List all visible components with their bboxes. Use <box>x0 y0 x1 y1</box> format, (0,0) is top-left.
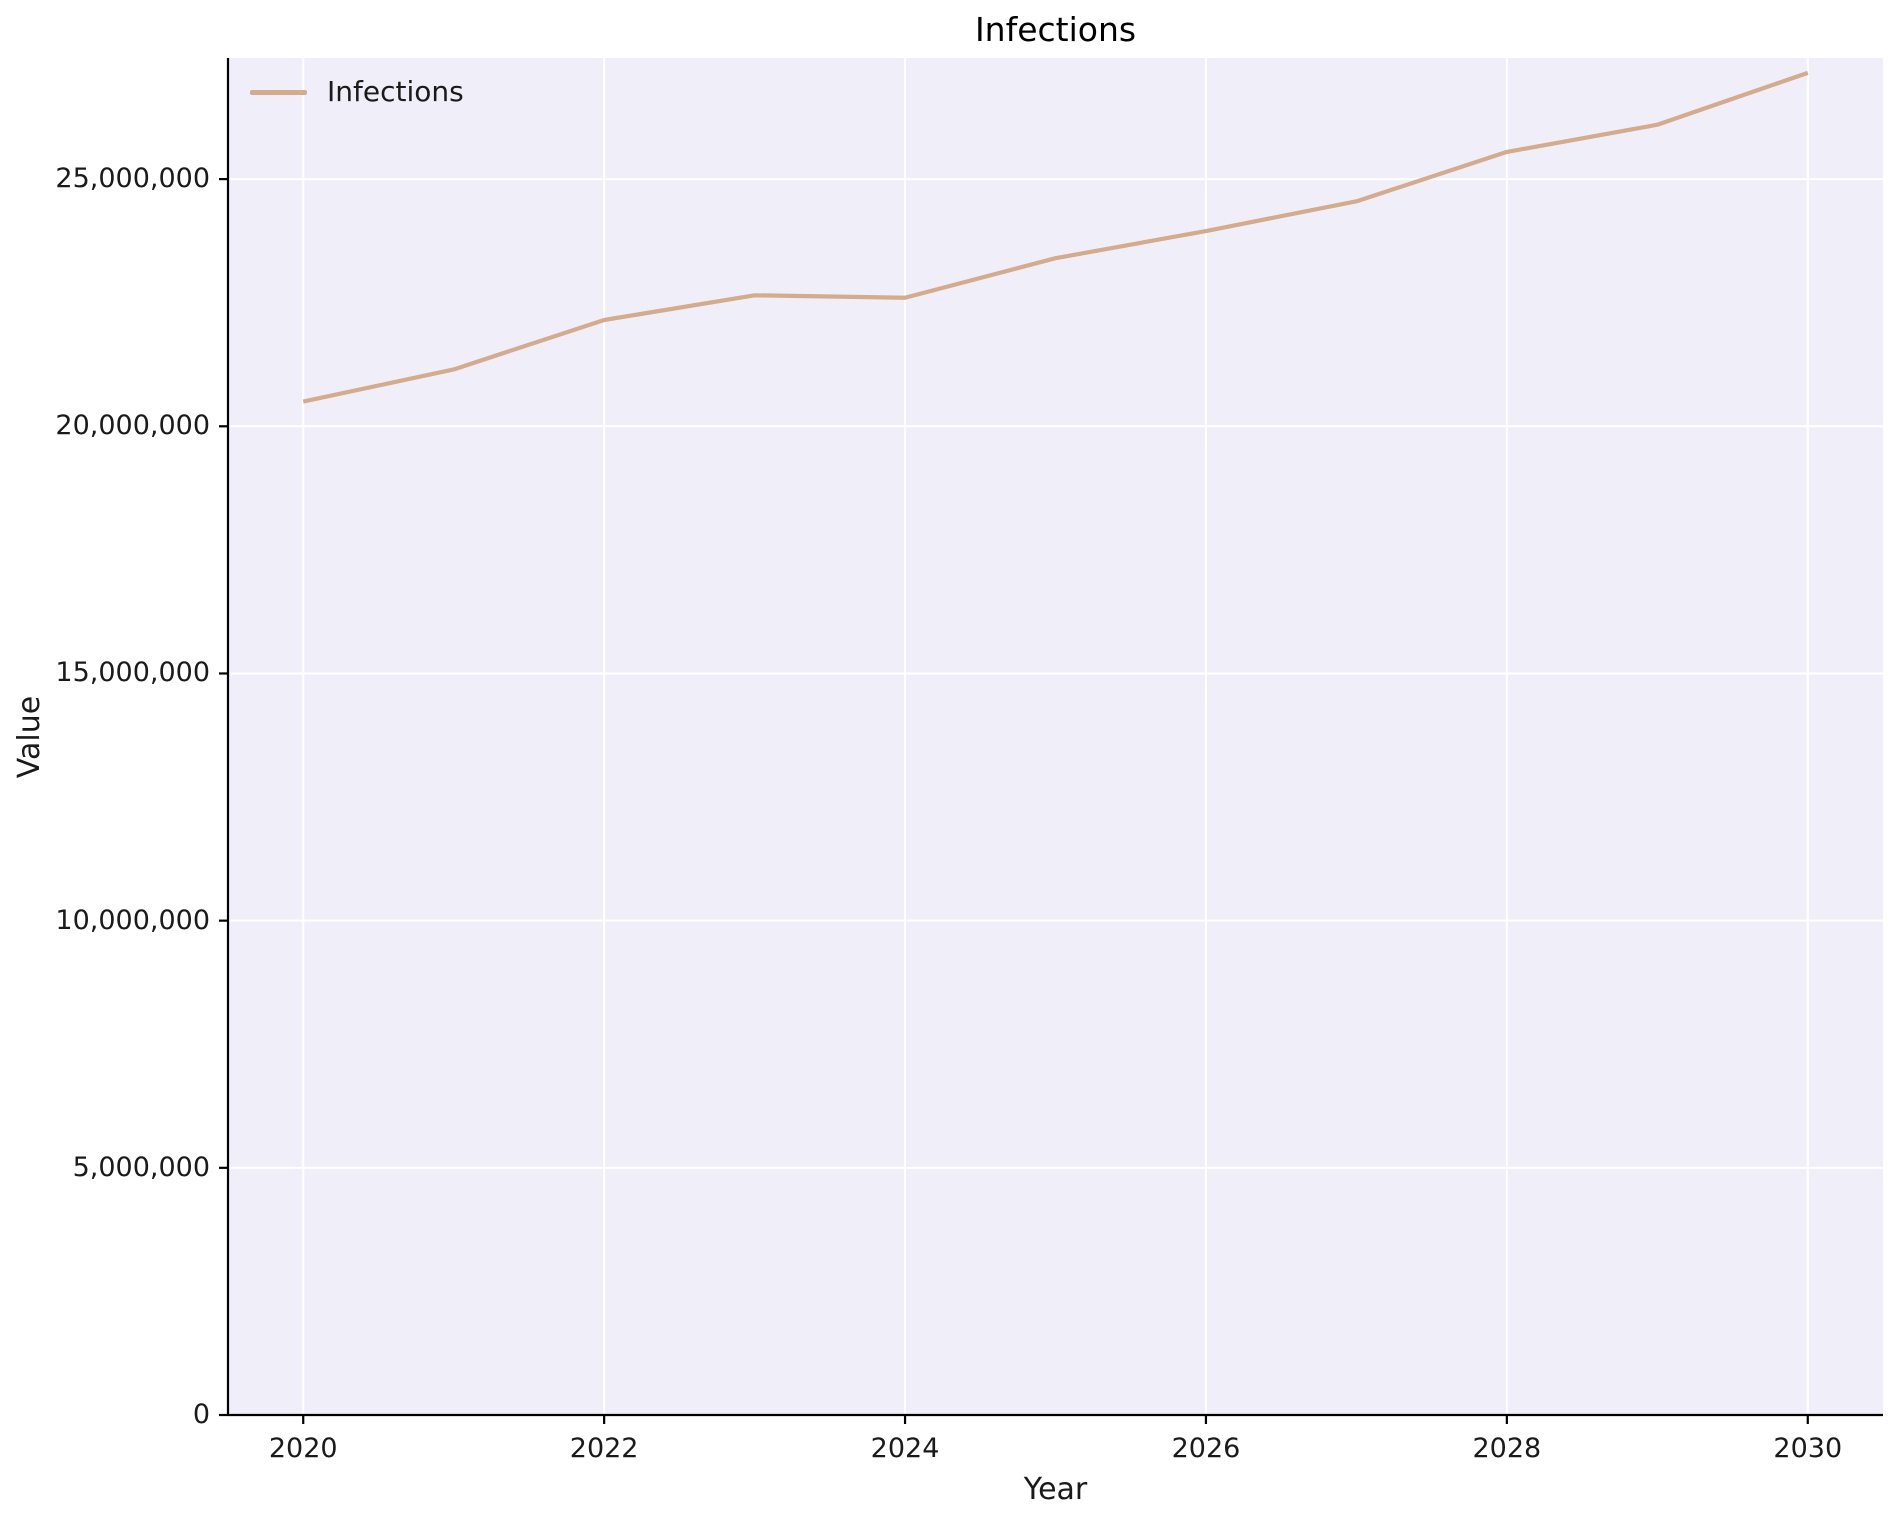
y-tick-label: 5,000,000 <box>72 1151 210 1183</box>
y-tick-label: 25,000,000 <box>55 163 210 195</box>
series-line-infections <box>302 70 1809 404</box>
x-tick-label: 2024 <box>870 1433 940 1464</box>
legend-label: Infections <box>327 75 464 108</box>
legend-line-swatch <box>250 89 307 95</box>
x-tick-label: 2030 <box>1773 1433 1843 1464</box>
x-axis-label: Year <box>1023 1472 1088 1507</box>
legend: Infections <box>250 74 464 110</box>
y-tick-label: 15,000,000 <box>55 657 210 689</box>
x-tick-label: 2020 <box>268 1433 338 1464</box>
y-tick-label: 20,000,000 <box>55 410 210 442</box>
x-tick-label: 2028 <box>1472 1433 1542 1464</box>
x-tick-label: 2026 <box>1171 1433 1241 1464</box>
chart-title: Infections <box>974 10 1137 49</box>
y-tick-label: 10,000,000 <box>55 904 210 936</box>
plot-area <box>228 58 1883 1415</box>
y-axis-label: Value <box>12 695 47 779</box>
y-tick-label: 0 <box>192 1399 210 1430</box>
x-tick-label: 2022 <box>569 1433 639 1464</box>
